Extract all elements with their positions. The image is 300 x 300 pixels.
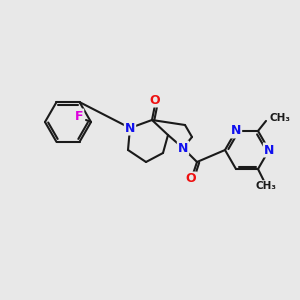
Text: N: N bbox=[264, 143, 274, 157]
Text: N: N bbox=[125, 122, 135, 134]
Text: N: N bbox=[231, 124, 241, 137]
Text: N: N bbox=[178, 142, 188, 154]
Text: CH₃: CH₃ bbox=[256, 181, 277, 191]
Text: O: O bbox=[186, 172, 196, 185]
Text: CH₃: CH₃ bbox=[270, 113, 291, 123]
Text: F: F bbox=[75, 110, 83, 122]
Text: O: O bbox=[150, 94, 160, 106]
